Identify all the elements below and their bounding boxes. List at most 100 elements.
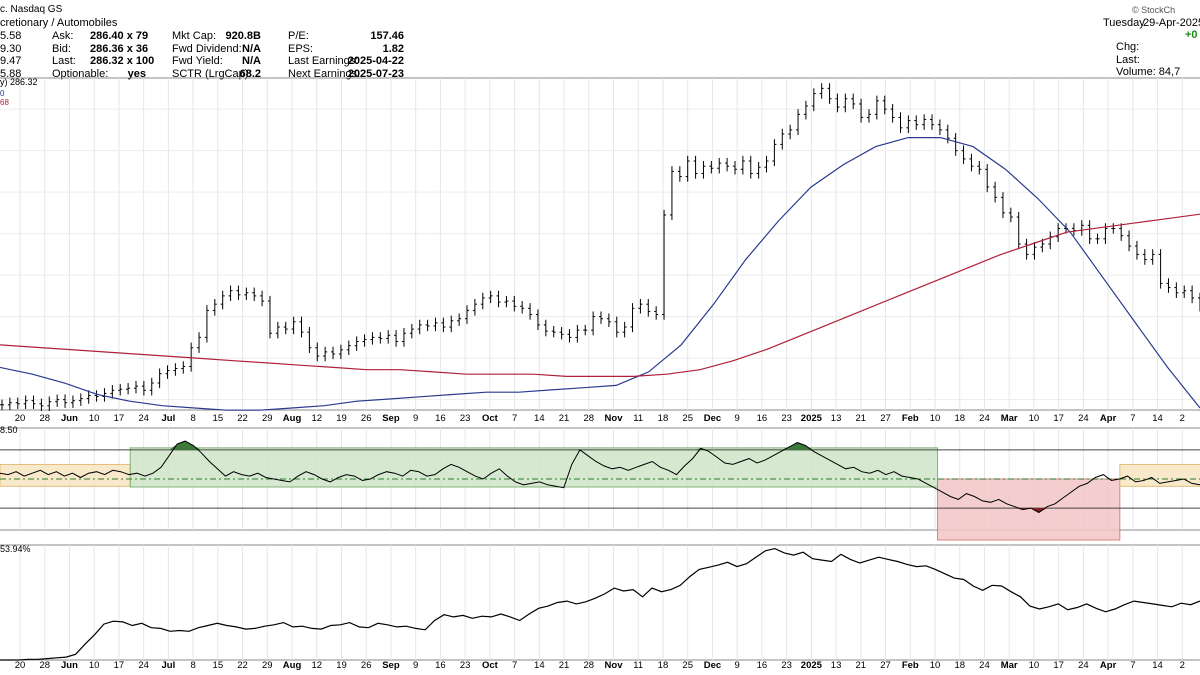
quote-values: 286.40 x 79 286.36 x 36 286.32 x 100 yes xyxy=(90,30,155,80)
date-day: Tuesday xyxy=(1103,17,1145,29)
x-tick-label: 18 xyxy=(658,660,669,671)
x-tick-label: 23 xyxy=(781,413,792,424)
watermark: © StockCh xyxy=(1132,5,1176,15)
x-tick-label: 27 xyxy=(880,660,891,671)
x-tick-label: 9 xyxy=(413,413,418,424)
earnings-values: 157.46 1.82 2025-04-22 2025-07-23 xyxy=(340,30,404,80)
chg-label: Chg: xyxy=(1116,41,1140,53)
next-earnings-value: 2025-07-23 xyxy=(347,67,404,80)
x-tick-label: 24 xyxy=(979,413,990,424)
stat-open: 5.58 xyxy=(0,30,22,42)
last-label: Last: xyxy=(52,55,76,67)
ask-value: 286.40 x 79 xyxy=(90,30,149,42)
x-tick-label: 21 xyxy=(559,660,570,671)
x-tick-label: 8 xyxy=(190,413,195,424)
sctr-label: SCTR (LrgCap): xyxy=(172,67,252,80)
x-tick-label: 14 xyxy=(534,660,545,671)
x-tick-label: 19 xyxy=(336,660,347,671)
x-tick-label: 16 xyxy=(757,413,768,424)
x-tick-label: 18 xyxy=(954,413,965,424)
x-tick-label: 25 xyxy=(682,660,693,671)
x-tick-label: 23 xyxy=(781,660,792,671)
mktcap-label: Mkt Cap: xyxy=(172,30,217,42)
x-tick-label: 17 xyxy=(114,660,125,671)
x-tick-label: 22 xyxy=(237,413,248,424)
x-tick-label: Apr xyxy=(1100,660,1117,671)
x-tick-label: 12 xyxy=(311,660,322,671)
eps-value: 1.82 xyxy=(382,42,404,55)
rsi-label: 8.50 xyxy=(0,425,18,435)
x-tick-label: 17 xyxy=(1053,413,1064,424)
x-tick-label: 12 xyxy=(311,413,322,424)
sector-label: cretionary / Automobiles xyxy=(0,17,118,29)
x-tick-label: 10 xyxy=(1029,413,1040,424)
x-tick-label: 10 xyxy=(930,413,941,424)
x-tick-label: Aug xyxy=(283,413,302,424)
x-tick-label: 16 xyxy=(757,660,768,671)
x-tick-label: 24 xyxy=(138,413,149,424)
x-tick-label: 10 xyxy=(89,413,100,424)
grid-lines xyxy=(0,77,1200,661)
x-tick-label: 9 xyxy=(413,660,418,671)
performance-line xyxy=(0,547,1200,661)
x-tick-label: Dec xyxy=(704,413,721,424)
date-value: 29-Apr-2025 xyxy=(1143,17,1200,29)
x-tick-label: Nov xyxy=(605,660,624,671)
performance-panel xyxy=(0,547,1200,661)
x-tick-label: 7 xyxy=(512,660,517,671)
x-tick-label: Nov xyxy=(605,413,624,424)
x-tick-label: 13 xyxy=(831,413,842,424)
x-tick-label: 14 xyxy=(1152,660,1163,671)
x-tick-label: 9 xyxy=(735,660,740,671)
bid-label: Bid: xyxy=(52,42,71,55)
x-tick-label: 10 xyxy=(930,660,941,671)
x-tick-label: Feb xyxy=(902,413,919,424)
x-tick-label: Aug xyxy=(283,660,302,671)
right-stats: Chg: Last: Volume: 84,7 xyxy=(1116,41,1180,79)
legend-ma2: 68 xyxy=(0,98,9,107)
last-earnings-label: Last Earnings: xyxy=(288,55,359,67)
fwd-yield-label: Fwd Yield: xyxy=(172,55,223,67)
x-tick-label: 2025 xyxy=(801,660,823,671)
x-tick-label: 23 xyxy=(460,413,471,424)
last-value: 286.32 x 100 xyxy=(90,55,155,67)
eps-label: EPS: xyxy=(288,42,314,55)
x-tick-label: 24 xyxy=(1078,660,1089,671)
x-tick-label: Oct xyxy=(482,660,499,671)
pe-label: P/E: xyxy=(288,30,309,42)
stat-prev: 5.88 xyxy=(0,67,22,80)
next-earnings-label: Next Earnings: xyxy=(288,67,361,80)
fwd-dividend-value: N/A xyxy=(242,42,261,55)
x-tick-label: Dec xyxy=(704,660,721,671)
x-tick-label: 2 xyxy=(1180,660,1185,671)
x-axes: 20202828JunJun101017172424JulJul88151522… xyxy=(15,413,1185,671)
quote-labels: Ask: Bid: Last: Optionable: xyxy=(52,30,108,80)
x-tick-label: Jul xyxy=(162,413,176,424)
x-tick-label: 21 xyxy=(856,413,867,424)
stat-low: 9.47 xyxy=(0,55,22,67)
ask-label: Ask: xyxy=(52,30,74,42)
x-tick-label: Mar xyxy=(1001,660,1018,671)
x-tick-label: Feb xyxy=(902,660,919,671)
optionable-value: yes xyxy=(127,67,146,80)
x-tick-label: 2 xyxy=(1180,413,1185,424)
x-tick-label: 16 xyxy=(435,660,446,671)
x-tick-label: 28 xyxy=(583,413,594,424)
x-tick-label: 29 xyxy=(262,660,273,671)
price-bars xyxy=(0,83,1200,412)
price-stats-col1: 5.58 9.30 9.47 5.88 xyxy=(0,30,21,80)
perf-label: 53.94% xyxy=(0,544,31,554)
x-tick-label: 7 xyxy=(512,413,517,424)
x-tick-label: 13 xyxy=(831,660,842,671)
x-tick-label: 28 xyxy=(583,660,594,671)
x-tick-label: 7 xyxy=(1130,413,1135,424)
fwd-yield-value: N/A xyxy=(242,55,261,67)
last-earnings-value: 2025-04-22 xyxy=(347,55,404,67)
last-label-right: Last: xyxy=(1116,53,1140,66)
x-tick-label: 28 xyxy=(39,660,50,671)
x-tick-label: 21 xyxy=(856,660,867,671)
x-tick-label: 28 xyxy=(39,413,50,424)
x-tick-label: 20 xyxy=(15,660,26,671)
x-tick-label: Jun xyxy=(61,660,78,671)
x-tick-label: Sep xyxy=(382,413,400,424)
